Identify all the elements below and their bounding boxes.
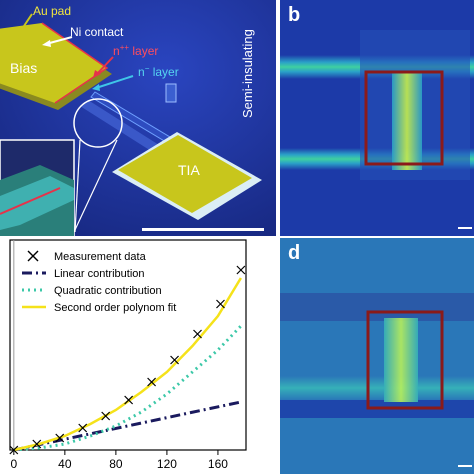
- tia-pad: [118, 135, 252, 213]
- data-point: [236, 265, 246, 275]
- x-tick-label: 80: [109, 457, 123, 471]
- legend-entry: Quadratic contribution: [22, 285, 162, 297]
- heatmap-d: [280, 238, 474, 474]
- legend-entry: Measurement data: [27, 250, 147, 263]
- heatmap-b: [280, 0, 474, 236]
- legend-entry: Second order polynom fit: [22, 302, 176, 314]
- x-tick-label: 0: [10, 457, 17, 471]
- scale-bar-d: [458, 465, 472, 467]
- ni-contact-label: Ni contact: [70, 25, 124, 39]
- data-point: [170, 355, 179, 365]
- data-point: [193, 329, 202, 339]
- panel-d-heatmap: d: [280, 238, 474, 474]
- panel-b-label: b: [288, 4, 301, 26]
- sem-device-drawing: [0, 0, 276, 236]
- au-pad-label: Au pad: [33, 4, 72, 18]
- bias-label: Bias: [10, 60, 38, 76]
- series-line-quadratic-contribution: [13, 324, 242, 452]
- data-point: [101, 411, 111, 421]
- x-tick-label: 40: [58, 457, 72, 471]
- tia-label: TIA: [178, 162, 200, 178]
- x-tick-label: 160: [208, 457, 228, 471]
- svg-text:Linear contribution: Linear contribution: [54, 268, 145, 280]
- panel-a-sem-image: Au pad Ni contact n++ layer n− layer Bia…: [0, 0, 276, 236]
- roi-box-b: [364, 70, 444, 166]
- plot-frame: [9, 239, 247, 451]
- series-line-second-order-polynom-fit: [13, 277, 242, 452]
- bias-pad: [0, 23, 107, 103]
- svg-text:Quadratic contribution: Quadratic contribution: [54, 285, 162, 297]
- n-minus-label: n− layer: [138, 64, 179, 79]
- panel-b-heatmap: b: [280, 0, 474, 236]
- legend-entry: Linear contribution: [22, 268, 145, 280]
- scale-bar: [142, 228, 264, 231]
- svg-text:Measurement data: Measurement data: [54, 251, 147, 263]
- roi-box-d: [366, 310, 444, 410]
- zoom-circle: [73, 98, 123, 148]
- data-point: [216, 299, 225, 309]
- data-point: [55, 433, 65, 443]
- semi-insulating-label: Semi-insulating: [240, 29, 255, 118]
- data-point: [124, 395, 134, 405]
- data-point: [32, 439, 42, 449]
- panel-c-chart: 04080120160I (mA) Measurement dataLinear…: [0, 238, 276, 474]
- data-point: [78, 423, 88, 433]
- n-plus-plus-label: n++ layer: [113, 43, 159, 58]
- svg-text:Second order polynom fit: Second order polynom fit: [54, 302, 176, 314]
- scale-bar-b: [458, 227, 472, 229]
- panel-d-label: d: [288, 242, 301, 264]
- chart: 04080120160I (mA) Measurement dataLinear…: [9, 239, 247, 474]
- data-point: [147, 377, 157, 387]
- x-tick-label: 120: [157, 457, 177, 471]
